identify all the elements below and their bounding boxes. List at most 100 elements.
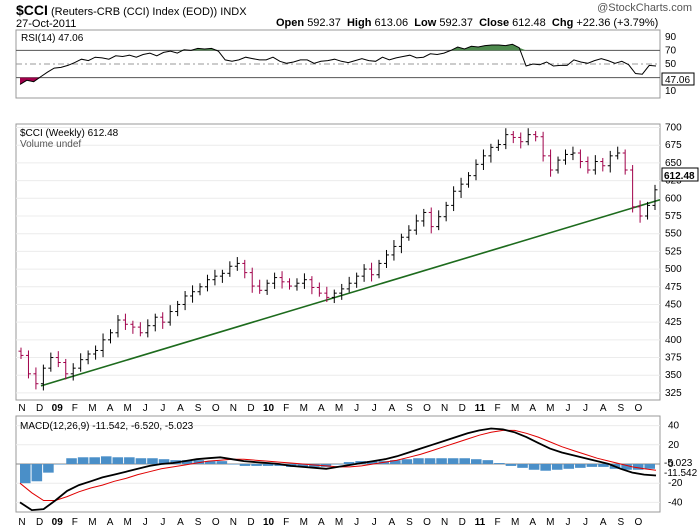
description: (Reuters-CRB (CCI) Index (EOD)) — [50, 6, 218, 18]
x-tick-label: 11 — [475, 403, 486, 414]
ohlc-bar-down — [249, 267, 255, 293]
macd-hist-bar — [621, 464, 632, 470]
ohlc-bar-down — [637, 200, 643, 223]
chart-title: $CCI (Reuters-CRB (CCI) Index (EOD)) IND… — [16, 2, 247, 18]
ohlc-bar-up — [570, 146, 576, 161]
x-tick-label: A — [177, 403, 184, 414]
ohlc-bar-down — [518, 132, 524, 149]
ohlc-bar-up — [488, 143, 494, 163]
x-tick-label: M — [88, 517, 96, 528]
ohlc-bar-up — [190, 285, 196, 303]
ohlc-bar-up — [346, 276, 352, 293]
ohlc-bar-down — [630, 165, 636, 213]
macd-hist-bar — [575, 464, 586, 468]
x-tick-label: M — [335, 403, 343, 414]
x-tick-label: O — [212, 517, 220, 528]
x-tick-label: N — [18, 403, 25, 414]
x-tick-label: A — [388, 403, 395, 414]
x-axis-bottom: N D 09 F M A M J J A S O N D 10 F M A M J J A S O N D 11 F M A M J J A S O — [18, 517, 642, 528]
ohlc-bar-down — [33, 367, 39, 390]
ohlc-bar-up — [227, 261, 233, 277]
ohlc-bar-up — [525, 128, 531, 146]
ohlc-bar-up — [264, 279, 270, 295]
x-tick-label: D — [36, 517, 43, 528]
macd-hist-bar — [470, 459, 482, 464]
macd-hist-bar — [181, 460, 193, 464]
x-tick-label: 10 — [263, 517, 275, 528]
macd-hist-bar — [424, 458, 436, 464]
ohlc-bar-down — [242, 259, 248, 279]
x-tick-label: D — [459, 403, 466, 414]
macd-hist-bar — [447, 458, 459, 464]
ohlc-bar-up — [167, 305, 173, 326]
x-tick-label: M — [546, 517, 554, 528]
ohlc-bar-down — [160, 312, 166, 329]
price-tick-label: 700 — [665, 123, 682, 134]
x-tick-label: S — [406, 517, 413, 528]
price-tick-label: 575 — [665, 211, 682, 222]
ohlc-bar-down — [540, 131, 546, 162]
ohlc-bar-up — [406, 225, 412, 241]
macd-hist-bar — [297, 464, 309, 467]
x-tick-label: J — [583, 517, 588, 528]
ohlc-bar-up — [562, 149, 568, 165]
macd-hist-bar — [228, 464, 239, 465]
price-tick-label: 425 — [665, 317, 682, 328]
ohlc-bar-up — [503, 128, 509, 150]
macd-tick-label: 20 — [668, 440, 680, 451]
ohlc-bar-up — [555, 156, 561, 174]
volume-legend: Volume undef — [20, 139, 81, 150]
macd-hist-bar — [54, 464, 66, 465]
stockcharts-watermark: @StockCharts.com — [597, 2, 692, 14]
ohlc-bar-up — [219, 269, 225, 283]
macd-hist-bar — [66, 458, 77, 464]
macd-hist-bar — [563, 464, 575, 469]
x-tick-label: S — [617, 403, 624, 414]
x-tick-label: 09 — [52, 517, 64, 528]
ohlc-bar-down — [548, 149, 554, 177]
price-legend: $CCI (Weekly) 612.48 — [20, 128, 119, 139]
x-tick-label: F — [283, 517, 289, 528]
macd-hist-bar — [332, 464, 343, 465]
macd-hist-bar — [517, 464, 528, 468]
high-label: High — [346, 17, 372, 29]
macd-hist-bar — [31, 464, 43, 482]
macd-hist-bar — [262, 464, 274, 466]
ohlc-bar-up — [361, 264, 367, 282]
rsi-legend: RSI(14) 47.06 — [21, 33, 84, 44]
ohlc-bar-up — [272, 272, 278, 289]
ohlc-bar-up — [354, 272, 360, 288]
x-tick-label: N — [230, 403, 237, 414]
macd-hist-bar — [482, 460, 494, 464]
ohlc-bar-up — [197, 283, 203, 296]
exchange: INDX — [220, 6, 247, 18]
x-tick-label: J — [354, 403, 359, 414]
x-tick-label: M — [511, 403, 519, 414]
macd-hist-bar — [436, 458, 447, 464]
ohlc-bar-up — [391, 240, 397, 261]
ohlc-bar-down — [369, 262, 375, 282]
macd-hist-bar — [366, 461, 378, 464]
ohlc-bar-up — [48, 352, 54, 372]
macd-hist-bar — [239, 464, 251, 466]
ohlc-bar-up — [115, 315, 121, 338]
ohlc-bar-up — [473, 159, 479, 181]
x-tick-label: J — [160, 403, 165, 414]
open-value: 592.37 — [307, 17, 341, 29]
ohlc-bar-up — [234, 257, 240, 271]
x-tick-label: F — [283, 403, 289, 414]
ohlc-bar-up — [339, 283, 345, 300]
rsi-tick-label: 90 — [665, 32, 677, 43]
macd-tick-label: -20 — [668, 478, 683, 489]
macd-hist-bar — [147, 458, 158, 464]
ohlc-bar-down — [279, 271, 285, 289]
x-tick-label: D — [459, 517, 466, 528]
macd-hist-bar — [413, 458, 424, 464]
x-tick-label: J — [143, 403, 148, 414]
x-tick-label: 09 — [52, 403, 64, 414]
ohlc-bar-up — [413, 214, 419, 235]
ohlc-bar-down — [585, 156, 591, 174]
ohlc-bar-down — [324, 286, 330, 302]
ohlc-bar-down — [18, 347, 24, 359]
macd-hist-bar — [124, 457, 135, 464]
